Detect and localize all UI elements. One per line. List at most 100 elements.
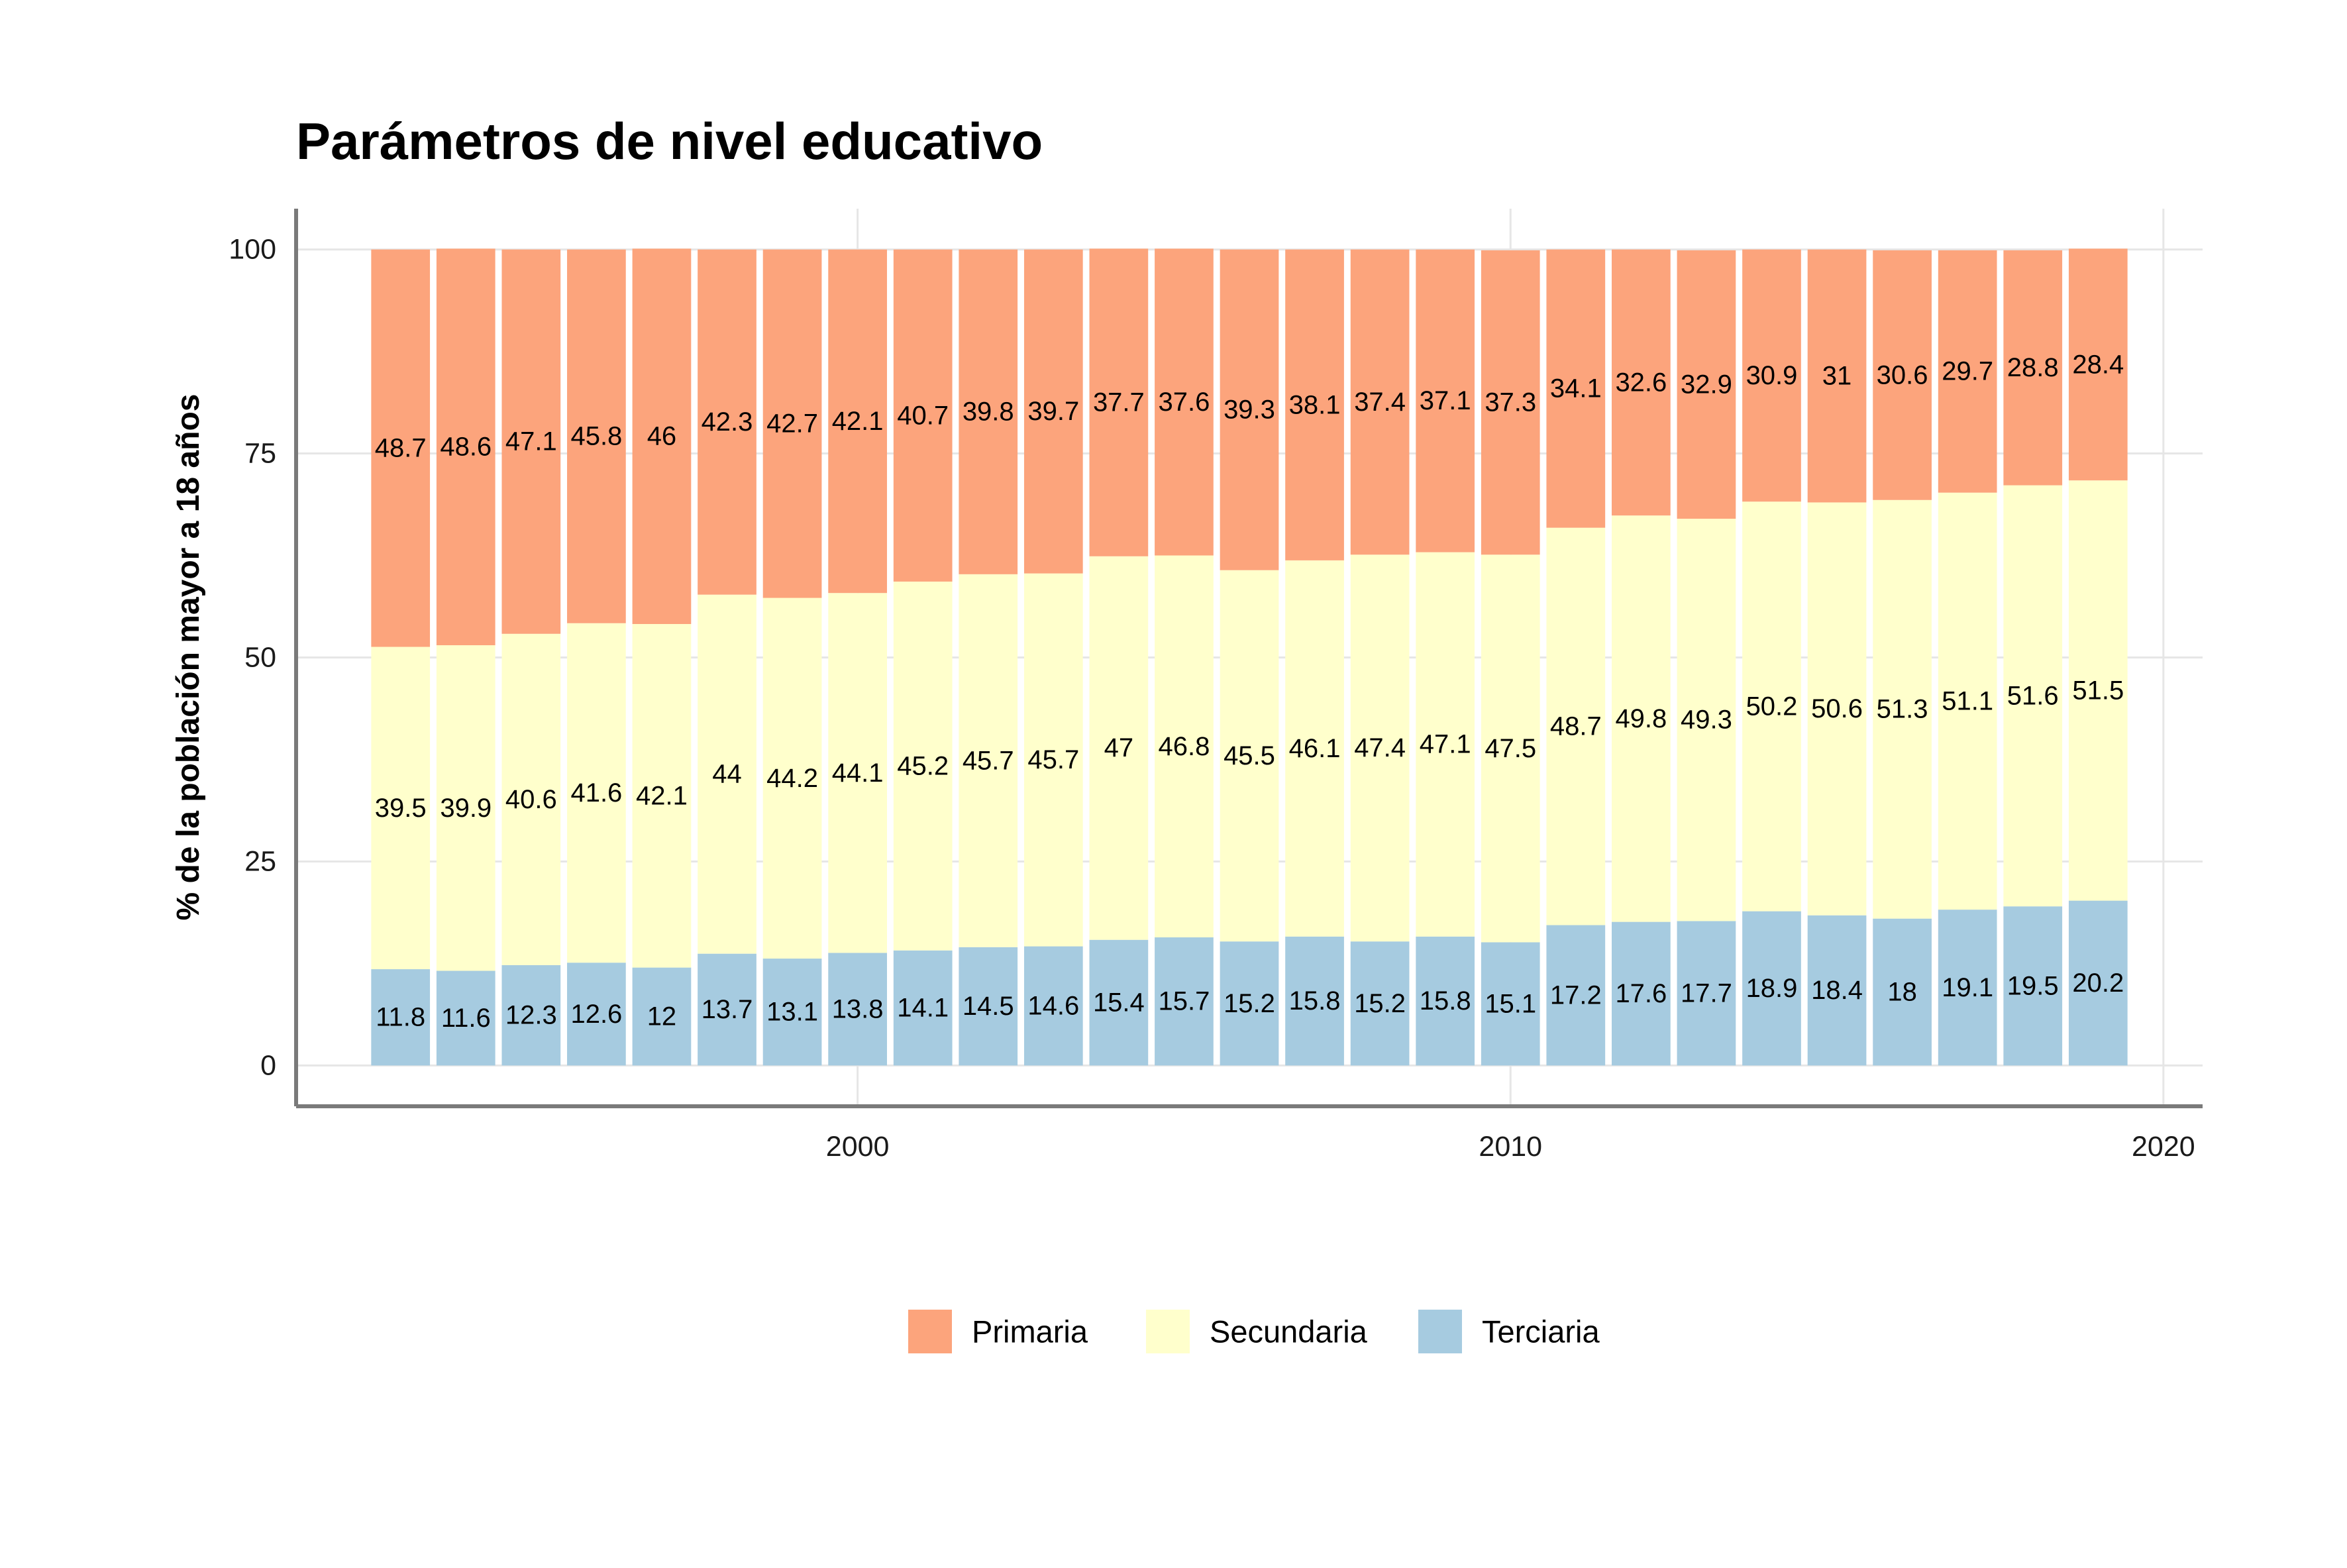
bar-primaria-1998 [698,249,756,595]
data-label-primaria-1997: 46 [647,422,677,451]
y-tick-label: 75 [244,438,276,470]
y-tick-label: 25 [244,845,276,877]
bar-primaria-2011 [1546,249,1606,528]
x-tick-label: 2020 [2132,1131,2195,1163]
data-label-primaria-2016: 30.6 [1877,360,1928,390]
data-label-terciaria-1996: 12.6 [570,1000,622,1029]
data-label-primaria-2007: 38.1 [1289,390,1341,419]
data-label-primaria-2004: 37.7 [1093,388,1145,417]
data-label-terciaria-2019: 20.2 [2072,968,2124,998]
data-label-secundaria-2011: 48.7 [1550,712,1602,741]
data-label-terciaria-2003: 14.6 [1027,991,1079,1020]
data-label-primaria-2010: 37.3 [1485,388,1536,417]
bar-primaria-2017 [1938,250,1997,493]
bar-primaria-1996 [567,249,626,623]
bar-terciaria-2016 [1873,918,1932,1066]
data-label-primaria-2002: 39.8 [963,397,1014,427]
data-label-terciaria-2009: 15.8 [1420,986,1471,1016]
y-tick-label: 0 [260,1049,276,1081]
data-label-terciaria-2008: 15.2 [1354,989,1406,1018]
bar-terciaria-1995 [501,965,561,1066]
bar-secundaria-1993 [371,647,431,970]
bar-primaria-2008 [1350,249,1410,555]
data-label-terciaria-1997: 12 [647,1002,677,1031]
data-label-primaria-2018: 28.8 [2007,353,2059,382]
bar-terciaria-2019 [2068,900,2128,1066]
data-label-secundaria-1994: 39.9 [440,794,492,823]
y-tick-label: 50 [244,642,276,674]
data-label-primaria-2008: 37.4 [1354,388,1406,417]
data-label-terciaria-1999: 13.1 [766,998,818,1027]
legend-key-primaria [908,1310,952,1353]
data-label-terciaria-2018: 19.5 [2007,971,2059,1000]
bar-terciaria-1996 [567,963,626,1066]
bar-terciaria-2001 [893,950,953,1066]
data-label-terciaria-2002: 14.5 [963,992,1014,1021]
legend-label-terciaria: Terciaria [1482,1314,1600,1349]
data-label-terciaria-1995: 12.3 [505,1001,557,1030]
data-label-terciaria-1998: 13.7 [702,995,753,1024]
bar-secundaria-2000 [828,593,887,953]
bar-terciaria-2013 [1677,921,1736,1066]
data-label-secundaria-1999: 44.2 [766,764,818,793]
data-label-secundaria-2004: 47 [1104,733,1134,762]
bar-terciaria-2008 [1350,941,1410,1066]
data-label-terciaria-2015: 18.4 [1811,976,1863,1005]
data-label-primaria-2017: 29.7 [1942,357,1993,386]
bar-secundaria-1994 [436,645,495,971]
bar-primaria-2003 [1023,249,1083,574]
data-label-terciaria-2017: 19.1 [1942,973,1993,1002]
bar-primaria-1994 [436,248,495,646]
data-label-primaria-2006: 39.3 [1224,395,1275,425]
bar-primaria-2007 [1285,249,1344,560]
y-axis-label: % de la población mayor a 18 años [171,394,206,921]
bar-secundaria-2007 [1285,560,1344,937]
bar-terciaria-2015 [1807,915,1867,1066]
bar-terciaria-2003 [1023,946,1083,1066]
bar-primaria-2019 [2068,248,2128,481]
legend-key-terciaria [1418,1310,1462,1353]
bar-terciaria-2000 [828,953,887,1066]
bar-secundaria-2006 [1220,570,1279,942]
data-label-secundaria-1997: 42.1 [636,781,688,810]
bar-primaria-2018 [2003,250,2063,486]
bar-terciaria-2002 [959,947,1018,1066]
data-label-terciaria-1994: 11.6 [441,1004,491,1033]
data-label-terciaria-2006: 15.2 [1224,989,1275,1018]
data-label-primaria-1998: 42.3 [702,407,753,437]
bar-secundaria-2008 [1350,554,1410,942]
data-label-primaria-2009: 37.1 [1420,386,1471,415]
bar-terciaria-2005 [1155,937,1214,1066]
bar-primaria-2006 [1220,249,1279,570]
data-label-primaria-2013: 32.9 [1681,370,1732,399]
data-label-primaria-1996: 45.8 [570,422,622,451]
data-label-primaria-2000: 42.1 [832,407,884,436]
data-label-secundaria-2012: 49.8 [1615,704,1667,733]
bar-primaria-2002 [959,249,1018,574]
data-label-secundaria-2016: 51.3 [1877,695,1928,724]
bar-secundaria-2001 [893,581,953,951]
bar-secundaria-2003 [1023,573,1083,947]
bar-secundaria-2014 [1742,501,1801,912]
bar-secundaria-2013 [1677,519,1736,921]
data-label-secundaria-2018: 51.6 [2007,681,2059,710]
legend-label-primaria: Primaria [972,1314,1088,1349]
bar-secundaria-2012 [1612,515,1671,922]
data-label-secundaria-2007: 46.1 [1289,734,1341,763]
data-label-secundaria-2017: 51.1 [1942,686,1993,715]
bar-primaria-2005 [1155,248,1214,556]
bar-terciaria-2014 [1742,911,1801,1066]
bar-primaria-2010 [1481,250,1540,555]
data-label-secundaria-2000: 44.1 [832,758,884,788]
data-label-secundaria-1993: 39.5 [375,794,427,823]
data-label-primaria-2014: 30.9 [1746,361,1798,390]
bar-primaria-1993 [371,249,431,647]
data-label-primaria-2011: 34.1 [1550,374,1602,403]
bar-primaria-2004 [1089,248,1149,556]
data-label-primaria-2003: 39.7 [1027,397,1079,426]
data-label-terciaria-2010: 15.1 [1485,989,1536,1018]
legend: Primaria Secundaria Terciaria [908,1310,1600,1353]
bar-terciaria-2010 [1481,942,1540,1066]
data-label-secundaria-2015: 50.6 [1811,694,1863,723]
